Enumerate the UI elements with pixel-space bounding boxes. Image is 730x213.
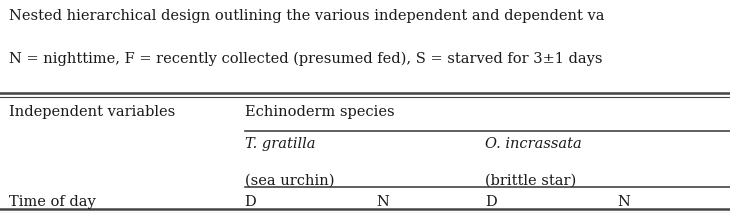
Text: N: N	[617, 195, 630, 209]
Text: Nested hierarchical design outlining the various independent and dependent va: Nested hierarchical design outlining the…	[9, 9, 605, 23]
Text: Independent variables: Independent variables	[9, 105, 176, 119]
Text: N = nighttime, F = recently collected (presumed fed), S = starved for 3±1 days: N = nighttime, F = recently collected (p…	[9, 51, 603, 66]
Text: Echinoderm species: Echinoderm species	[245, 105, 394, 119]
Text: D: D	[485, 195, 497, 209]
Text: D: D	[245, 195, 256, 209]
Text: Time of day: Time of day	[9, 195, 96, 209]
Text: (brittle star): (brittle star)	[485, 174, 577, 188]
Text: (sea urchin): (sea urchin)	[245, 174, 334, 188]
Text: O. incrassata: O. incrassata	[485, 137, 583, 151]
Text: N: N	[376, 195, 389, 209]
Text: T. gratilla: T. gratilla	[245, 137, 315, 151]
